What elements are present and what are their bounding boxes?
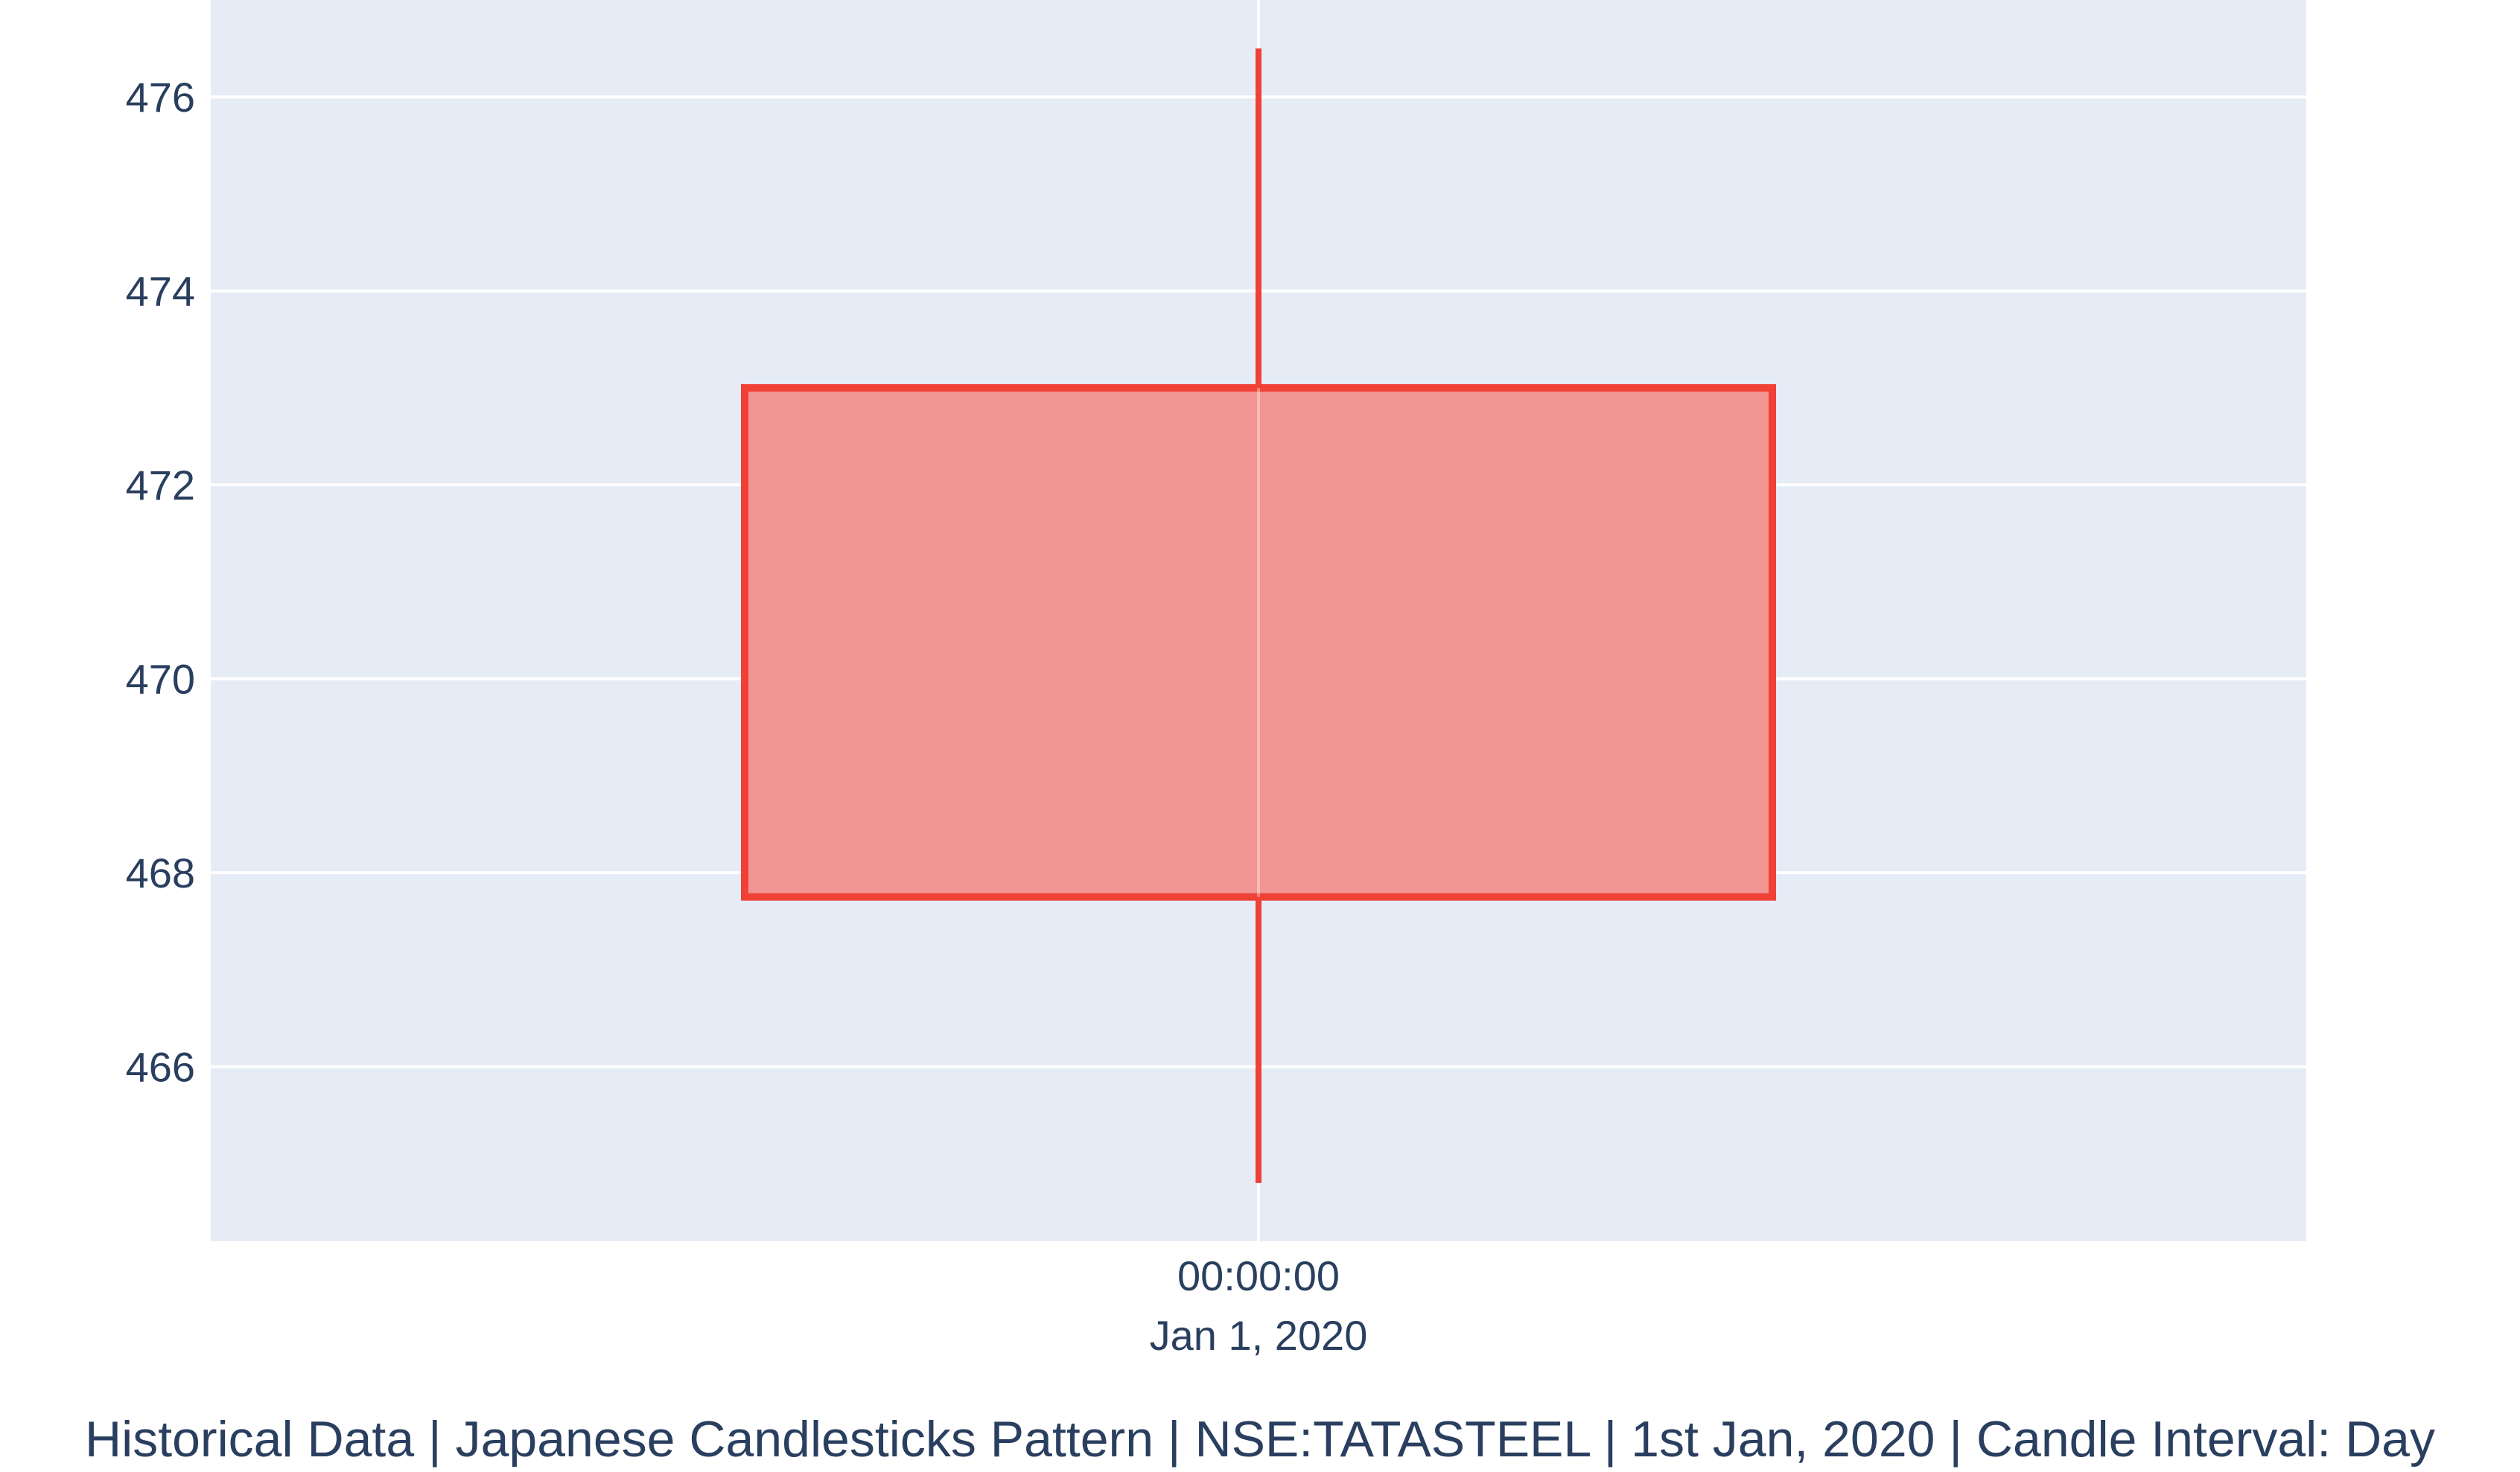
y-axis-ticks: 466 468 470 472 474 476 <box>126 74 195 1090</box>
candle-body <box>741 383 1776 901</box>
x-tick-date: Jan 1, 2020 <box>1150 1312 1368 1359</box>
y-tick-label: 468 <box>126 850 195 896</box>
y-tick-label: 470 <box>126 656 195 703</box>
x-axis-ticks: 00:00:00 Jan 1, 2020 <box>1150 1252 1368 1359</box>
candles <box>741 48 1776 1183</box>
y-tick-label: 476 <box>126 74 195 121</box>
y-tick-label: 472 <box>126 462 195 509</box>
y-tick-label: 474 <box>126 268 195 315</box>
x-axis-label: Historical Data | Japanese Candlesticks … <box>85 1411 2435 1468</box>
x-tick-time: 00:00:00 <box>1177 1252 1340 1299</box>
y-tick-label: 466 <box>126 1044 195 1091</box>
